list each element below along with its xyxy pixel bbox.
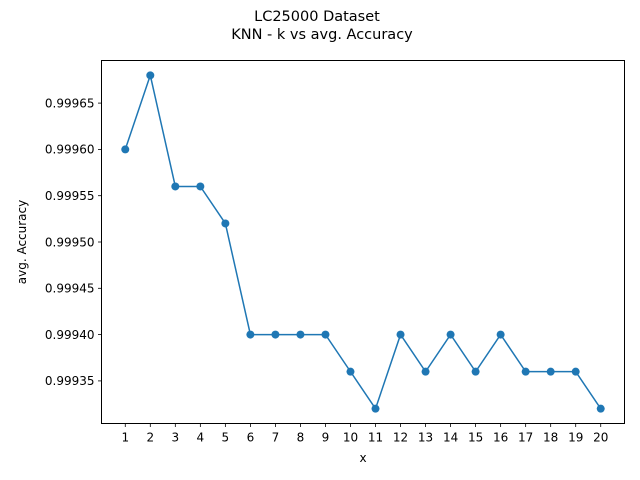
x-tick-label: 20	[593, 431, 608, 445]
data-point	[321, 330, 330, 339]
x-tick-label: 11	[368, 431, 383, 445]
data-point	[546, 367, 555, 376]
x-tick-label: 14	[443, 431, 458, 445]
x-tick-label: 15	[468, 431, 483, 445]
y-tick-label: 0.99935	[45, 374, 95, 388]
data-point	[121, 145, 130, 154]
y-tick-label: 0.99960	[45, 143, 95, 157]
y-tick-label: 0.99955	[45, 189, 95, 203]
y-axis-ticks: 0.99935 0.99940 0.99945 0.99950 0.99955 0.999…	[45, 96, 102, 388]
y-tick-label: 0.99950	[45, 235, 95, 249]
x-tick-label: 16	[493, 431, 508, 445]
x-tick-label: 3	[172, 431, 180, 445]
x-tick-label: 12	[393, 431, 408, 445]
data-point	[471, 367, 480, 376]
y-tick-label: 0.99965	[45, 96, 95, 110]
data-point	[371, 404, 380, 413]
x-tick-label: 8	[297, 431, 305, 445]
data-point	[521, 367, 530, 376]
data-point	[246, 330, 255, 339]
series-line	[124, 72, 602, 411]
data-point	[296, 330, 305, 339]
chart-title: LC25000 Dataset	[254, 9, 380, 25]
series-markers	[121, 71, 605, 413]
data-point	[146, 71, 155, 80]
x-tick-label: 17	[518, 431, 533, 445]
data-point	[196, 182, 205, 191]
data-point	[421, 367, 430, 376]
x-tick-label: 13	[418, 431, 433, 445]
data-point	[596, 404, 605, 413]
data-point	[271, 330, 280, 339]
x-tick-label: 7	[272, 431, 280, 445]
x-tick-label: 2	[146, 431, 154, 445]
x-axis-label: x	[359, 451, 366, 465]
x-axis-ticks: 1 2 3 4 5 6 7 8 9 10 11 12 13 14 15 16 17 18 19 20	[121, 423, 608, 445]
data-point	[496, 330, 505, 339]
plot-frame	[101, 60, 625, 424]
x-tick-label: 18	[543, 431, 558, 445]
x-tick-label: 10	[343, 431, 358, 445]
data-point	[346, 367, 355, 376]
y-tick-label: 0.99940	[45, 328, 95, 342]
data-point	[571, 367, 580, 376]
data-point	[221, 219, 230, 228]
y-tick-label: 0.99945	[45, 282, 95, 296]
x-tick-label: 4	[197, 431, 205, 445]
x-tick-label: 1	[121, 431, 129, 445]
x-tick-label: 5	[222, 431, 230, 445]
x-tick-label: 9	[322, 431, 330, 445]
x-tick-label: 6	[247, 431, 255, 445]
chart-subtitle: KNN - k vs avg. Accuracy	[231, 27, 413, 43]
y-axis-label: avg. Accuracy	[15, 200, 29, 285]
data-point	[396, 330, 405, 339]
data-point	[171, 182, 180, 191]
x-tick-label: 19	[568, 431, 583, 445]
data-point	[446, 330, 455, 339]
